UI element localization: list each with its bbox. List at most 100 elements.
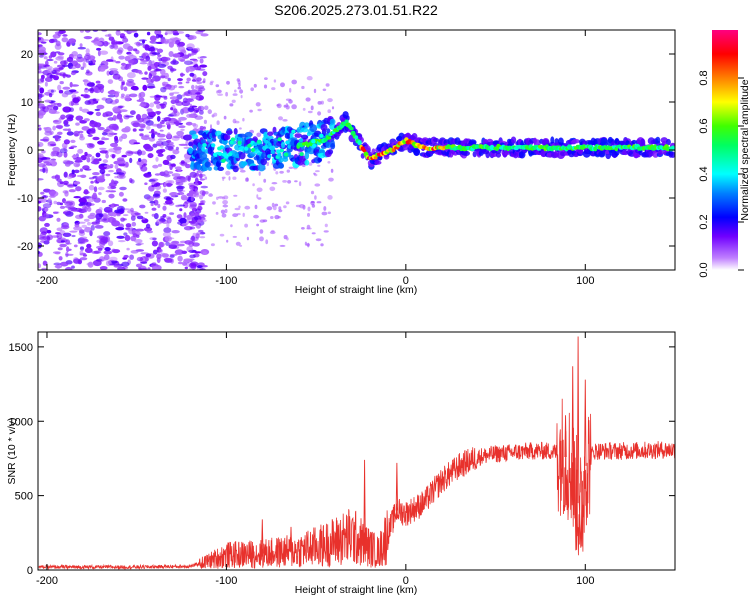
noise-blob — [204, 105, 209, 111]
noise-blob — [165, 121, 170, 126]
noise-blob — [50, 51, 57, 58]
noise-blob — [139, 133, 144, 137]
signal-blob — [329, 123, 336, 130]
noise-blob — [160, 68, 166, 76]
signal-core — [326, 136, 332, 140]
noise-blob — [43, 212, 50, 220]
noise-blob — [136, 41, 141, 47]
noise-blob — [118, 191, 124, 197]
noise-blob — [193, 110, 197, 116]
noise-blob — [109, 68, 118, 71]
noise-blob — [195, 96, 200, 101]
noise-blob — [40, 39, 50, 42]
noise-blob — [138, 72, 143, 75]
noise-blob — [133, 48, 138, 52]
noise-blob — [107, 240, 114, 247]
noise-blob — [189, 171, 197, 178]
noise-blob — [325, 83, 330, 87]
noise-blob — [322, 88, 327, 92]
noise-blob — [149, 95, 156, 98]
noise-blob — [196, 265, 203, 269]
noise-blob — [83, 36, 93, 40]
noise-blob — [157, 54, 162, 57]
noise-blob — [58, 89, 64, 94]
noise-blob — [266, 206, 273, 211]
noise-blob — [199, 236, 206, 239]
noise-blob — [179, 217, 187, 224]
noise-blob — [272, 205, 277, 211]
snr-peak — [571, 366, 574, 476]
noise-blob — [167, 65, 173, 70]
signal-blob — [192, 144, 197, 151]
noise-blob — [152, 143, 158, 148]
noise-blob — [330, 168, 334, 173]
noise-blob — [95, 152, 101, 158]
noise-blob — [266, 161, 269, 167]
noise-blob — [69, 81, 73, 88]
noise-blob — [321, 211, 328, 216]
spectrogram-xlabel: Height of straight line (km) — [295, 284, 418, 296]
noise-blob — [172, 149, 180, 155]
noise-blob — [189, 58, 198, 61]
snr-dip — [578, 480, 584, 548]
signal-blob — [345, 115, 350, 121]
noise-blob — [278, 209, 283, 213]
noise-blob — [70, 139, 76, 143]
noise-blob — [125, 150, 134, 156]
noise-blob — [209, 82, 213, 86]
noise-blob — [63, 120, 69, 126]
noise-blob — [118, 136, 123, 142]
signal-core — [362, 149, 367, 153]
noise-blob — [43, 127, 48, 130]
noise-blob — [106, 130, 115, 137]
ytick-label: 10 — [21, 97, 33, 109]
noise-blob — [283, 104, 287, 108]
noise-blob — [310, 190, 315, 195]
noise-blob — [108, 169, 114, 173]
noise-blob — [184, 266, 188, 270]
noise-blob — [94, 108, 101, 111]
noise-blob — [130, 179, 135, 184]
signal-blob — [264, 139, 269, 144]
noise-blob — [172, 91, 180, 94]
signal-blob — [225, 130, 233, 135]
noise-blob — [151, 123, 160, 127]
noise-blob — [115, 115, 122, 120]
noise-blob — [226, 239, 229, 243]
noise-blob — [38, 206, 42, 212]
noise-blob — [274, 203, 279, 207]
ytick-label: 0 — [27, 145, 33, 157]
noise-blob — [217, 93, 224, 96]
noise-blob — [114, 209, 122, 214]
noise-blob — [79, 246, 85, 251]
signal-blob — [267, 154, 272, 159]
noise-blob — [196, 81, 203, 85]
noise-blob — [142, 53, 146, 59]
noise-blob — [181, 222, 188, 226]
noise-blob — [191, 49, 198, 54]
noise-blob — [162, 159, 170, 165]
noise-blob — [155, 67, 159, 71]
noise-blob — [222, 204, 229, 208]
noise-blob — [38, 141, 44, 148]
noise-blob — [55, 51, 61, 54]
noise-blob — [85, 48, 90, 54]
noise-blob — [252, 183, 255, 187]
noise-blob — [224, 208, 228, 214]
noise-blob — [167, 84, 176, 91]
signal-blob — [278, 157, 284, 163]
noise-blob — [122, 37, 129, 43]
noise-blob — [47, 104, 53, 110]
noise-blob — [136, 114, 141, 121]
signal-blob — [652, 151, 659, 158]
noise-blob — [144, 71, 148, 75]
noise-blob — [151, 266, 159, 270]
noise-blob — [242, 117, 245, 122]
noise-blob — [126, 72, 136, 79]
noise-blob — [60, 60, 67, 66]
noise-blob — [305, 97, 311, 102]
noise-blob — [166, 140, 172, 143]
signal-blob — [307, 147, 315, 155]
noise-blob — [152, 249, 158, 255]
signal-blob — [217, 146, 222, 151]
